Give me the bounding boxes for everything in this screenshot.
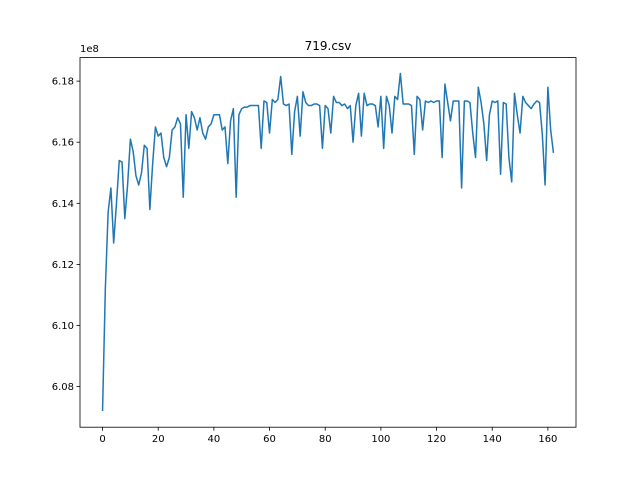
x-tick-label: 100 <box>371 434 390 445</box>
y-tick-label: 6.12 <box>52 260 74 271</box>
x-tick-label: 120 <box>427 434 446 445</box>
line-series <box>101 72 555 412</box>
x-tick-label: 160 <box>538 434 557 445</box>
offset-text: 1e8 <box>80 44 99 55</box>
y-tick-label: 6.18 <box>52 77 74 88</box>
x-tick-label: 60 <box>263 434 276 445</box>
x-tick-label: 0 <box>99 434 105 445</box>
chart-title: 719.csv <box>305 39 352 53</box>
x-tick-label: 20 <box>152 434 165 445</box>
x-tick-label: 140 <box>483 434 502 445</box>
y-tick-label: 6.14 <box>52 199 74 210</box>
y-tick-label: 6.10 <box>52 321 74 332</box>
plot-frame <box>79 57 577 428</box>
x-tick-label: 80 <box>319 434 332 445</box>
x-tick-label: 40 <box>208 434 221 445</box>
y-tick-label: 6.08 <box>52 382 74 393</box>
y-tick-label: 6.16 <box>52 138 74 149</box>
